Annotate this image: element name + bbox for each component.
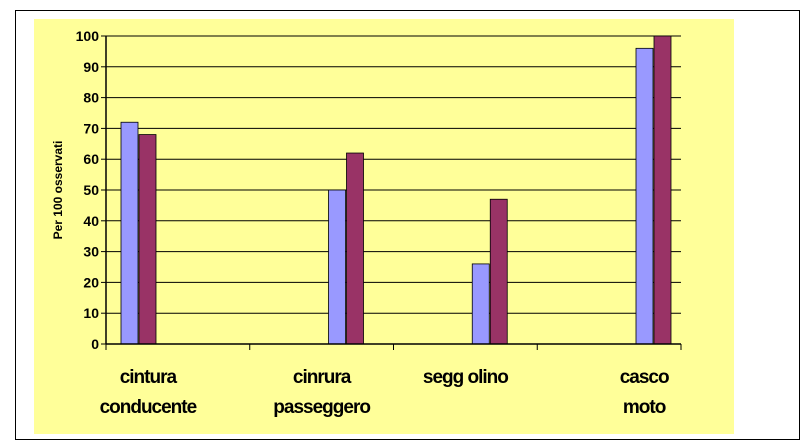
y-tick-label-100: 100 <box>76 28 100 44</box>
x-category-label-4-line2: moto <box>623 397 666 418</box>
bar-series1-cat4 <box>635 47 654 345</box>
x-category-label-3-line1: segg olino <box>423 367 508 388</box>
bar-series2-cat2 <box>346 152 364 345</box>
y-tick-label-90: 90 <box>83 59 99 75</box>
y-tick-label-70: 70 <box>83 120 99 136</box>
y-axis-title: Per 100 osservati <box>51 141 65 240</box>
bar-chart: 0 10 20 30 40 50 60 70 80 90 100 cintura conducente… <box>34 19 734 434</box>
y-tick-label-40: 40 <box>83 213 99 229</box>
gridlines <box>106 35 681 314</box>
y-tick-label-80: 80 <box>83 90 99 106</box>
bar-series2-cat3 <box>489 198 508 345</box>
bar-series1-cat1 <box>120 121 139 345</box>
y-tick-labels: 0 10 20 30 40 50 60 70 80 90 100 <box>76 28 100 352</box>
x-category-label-4-line1: casco <box>620 367 669 388</box>
x-category-label-1-line2: conducente <box>100 397 197 418</box>
bar-series1-cat3 <box>471 263 490 345</box>
x-category-label-1-line1: cintura <box>120 367 178 388</box>
y-tick-label-60: 60 <box>83 151 99 167</box>
bar-series2-cat4 <box>653 35 672 345</box>
x-category-label-2-line1: cinrura <box>293 367 352 388</box>
bars <box>120 35 672 345</box>
y-tick-label-20: 20 <box>83 274 99 290</box>
axes <box>101 35 682 350</box>
y-tick-label-50: 50 <box>83 182 99 198</box>
y-tick-label-30: 30 <box>83 244 99 260</box>
x-category-label-2-line2: passeggero <box>273 397 370 418</box>
bar-series1-cat2 <box>328 189 346 345</box>
y-tick-label-10: 10 <box>83 305 99 321</box>
chart-frame: 0 10 20 30 40 50 60 70 80 90 100 cintura conducente… <box>15 10 800 440</box>
bar-series2-cat1 <box>138 134 157 345</box>
x-category-labels: cintura conducente cinrura passeggero segg o… <box>100 367 670 418</box>
y-tick-label-0: 0 <box>91 336 99 352</box>
